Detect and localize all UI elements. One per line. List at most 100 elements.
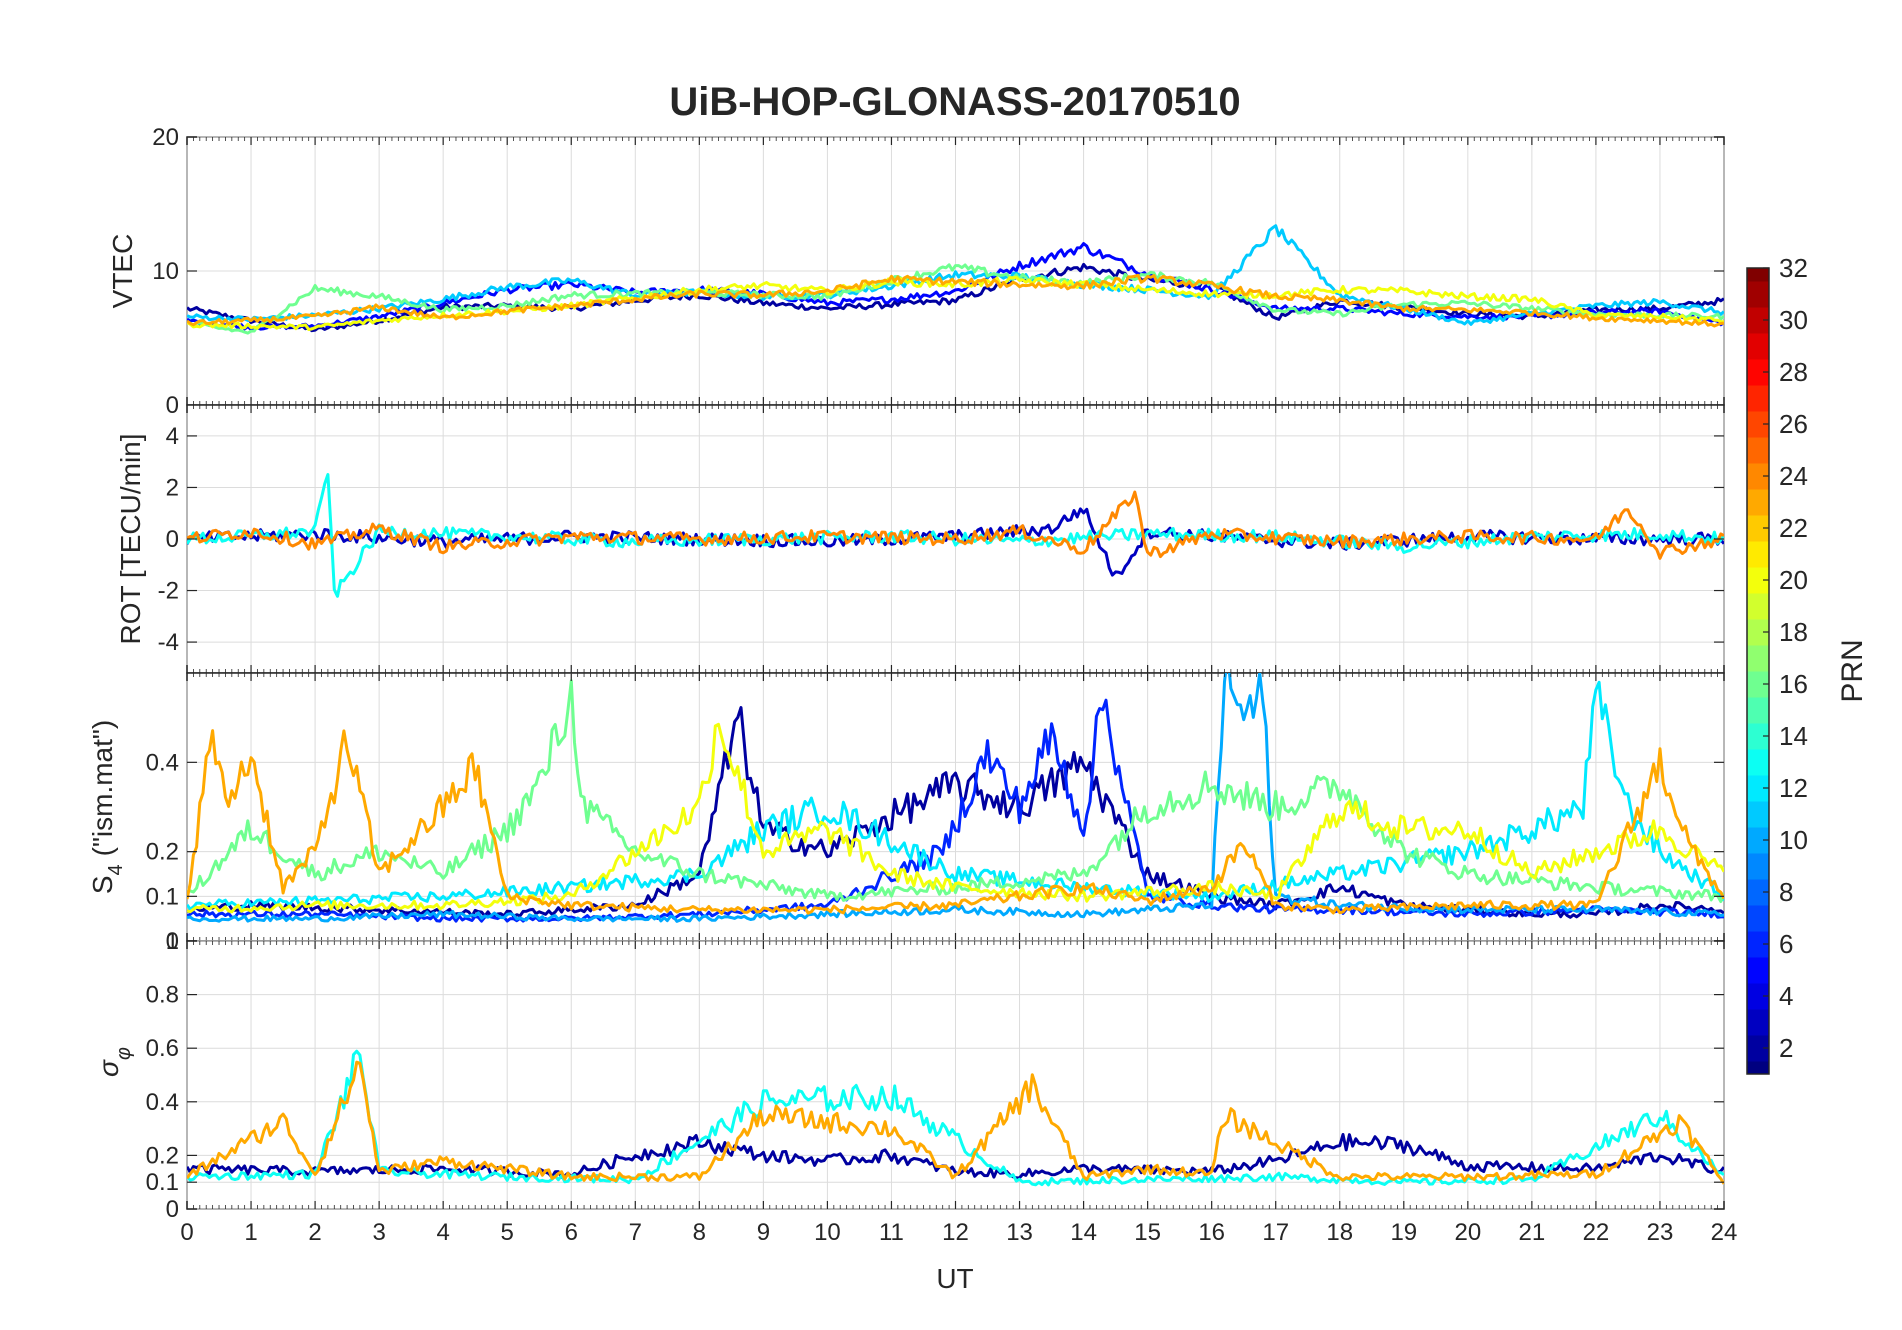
- ytick-label: 4: [166, 423, 179, 450]
- colorbar-tick-label: 20: [1779, 565, 1808, 595]
- colorbar-tick-label: 8: [1779, 877, 1793, 907]
- xtick-label: 2: [308, 1219, 321, 1246]
- ytick-label: -4: [158, 629, 179, 656]
- series-line-prn-11: [187, 224, 1724, 326]
- ytick-label: -2: [158, 578, 179, 605]
- xtick-label: 9: [757, 1219, 770, 1246]
- xtick-label: 3: [372, 1219, 385, 1246]
- xtick-label: 15: [1134, 1219, 1161, 1246]
- ytick-label: 10: [152, 258, 179, 285]
- colorbar-band: [1747, 671, 1769, 698]
- series-line-prn-23: [187, 729, 1724, 915]
- colorbar-tick-label: 10: [1779, 825, 1808, 855]
- ytick-label: 0.1: [146, 1169, 179, 1196]
- xtick-labels: 0 1 2 3 4 5 6 7 8 9 10 11 12 13 14 15 16 17 18 19 20 21 22 23 24: [180, 1219, 1737, 1246]
- series-line-prn-20: [187, 722, 1724, 914]
- xtick-label: 24: [1711, 1219, 1738, 1246]
- colorbar-tick-label: 4: [1779, 981, 1793, 1011]
- colorbar-tick-label: 14: [1779, 721, 1808, 751]
- colorbar-band: [1747, 749, 1769, 776]
- xtick-label: 16: [1198, 1219, 1225, 1246]
- colorbar-tick-label: 16: [1779, 669, 1808, 699]
- colorbar-bands: [1747, 268, 1769, 1075]
- ytick-label: 2: [166, 474, 179, 501]
- series-rot: [187, 473, 1724, 598]
- series-line-prn-12: [187, 680, 1724, 911]
- ylabel-s4: S4 ("ism.mat"): [87, 720, 127, 894]
- colorbar-band: [1747, 905, 1769, 932]
- ytick-label: 0: [166, 392, 179, 419]
- colorbar-band: [1747, 645, 1769, 672]
- colorbar-band: [1747, 359, 1769, 386]
- series-line-prn-13: [187, 473, 1724, 598]
- xtick-label: 17: [1262, 1219, 1289, 1246]
- ytick-label: 0: [166, 928, 179, 955]
- colorbar-band: [1747, 775, 1769, 802]
- ytick-label: 0.4: [146, 749, 179, 776]
- colorbar-tick-label: 24: [1779, 461, 1808, 491]
- colorbar-band: [1747, 723, 1769, 750]
- series-vtec: [187, 224, 1724, 335]
- colorbar-band: [1747, 957, 1769, 984]
- ylabel-rot: ROT [TECU/min]: [115, 433, 146, 644]
- series-line-prn-24: [187, 490, 1724, 560]
- colorbar-band: [1747, 593, 1769, 620]
- xtick-label: 12: [942, 1219, 969, 1246]
- colorbar-band: [1747, 411, 1769, 438]
- colorbar-band: [1747, 827, 1769, 854]
- series-s4: [187, 673, 1724, 923]
- colorbar-band: [1747, 489, 1769, 516]
- ytick-label: 0.4: [146, 1089, 179, 1116]
- panel-rot: -4 -2 0 2 4 ROT [TECU/min]: [115, 404, 1725, 674]
- xtick-label: 6: [565, 1219, 578, 1246]
- colorbar-label: PRN: [1836, 639, 1869, 702]
- panel-vtec: 0 10 20 VTEC: [107, 124, 1725, 419]
- xtick-label: 10: [814, 1219, 841, 1246]
- yticks-s4: 0 0.1 0.2 0.4: [146, 749, 1724, 955]
- colorbar-tick-label: 30: [1779, 305, 1808, 335]
- colorbar-tick-label: 32: [1779, 253, 1808, 283]
- xticks-sigma_phi: [186, 941, 1725, 1209]
- yticks-sigma_phi: 00.10.20.40.60.81: [146, 928, 1724, 1223]
- xtick-label: 14: [1070, 1219, 1097, 1246]
- ytick-label: 1: [166, 928, 179, 955]
- colorbar-band: [1747, 281, 1769, 308]
- series-line-prn-23: [187, 1060, 1724, 1185]
- colorbar-band: [1747, 307, 1769, 334]
- colorbar-frame: [1746, 267, 1770, 1075]
- colorbar-band: [1747, 515, 1769, 542]
- colorbar-band: [1747, 697, 1769, 724]
- colorbar-band: [1747, 437, 1769, 464]
- ylabel-s4-main: S: [87, 875, 118, 894]
- ytick-label: 0.2: [146, 839, 179, 866]
- colorbar-band: [1747, 619, 1769, 646]
- series-line-prn-3: [187, 507, 1724, 577]
- ytick-label: 20: [152, 124, 179, 151]
- colorbar-tick-label: 12: [1779, 773, 1808, 803]
- colorbar-band: [1747, 385, 1769, 412]
- xtick-label: 0: [180, 1219, 193, 1246]
- xtick-label: 23: [1647, 1219, 1674, 1246]
- xtick-label: 22: [1583, 1219, 1610, 1246]
- panel-sigma-phi: 00.10.20.40.60.81 σφ: [93, 928, 1725, 1223]
- xtick-label: 19: [1390, 1219, 1417, 1246]
- ylabel-s4-rest: ("ism.mat"): [87, 720, 118, 857]
- colorbar-band: [1747, 879, 1769, 906]
- ylabel-sigma-phi: σφ: [93, 1047, 135, 1077]
- ylabel-sigma-sub: φ: [113, 1047, 135, 1060]
- xtick-label: 20: [1454, 1219, 1481, 1246]
- series-sigma_phi: [187, 1049, 1724, 1187]
- colorbar-tick-label: 22: [1779, 513, 1808, 543]
- ylabel-s4-sub: 4: [105, 864, 127, 875]
- colorbar-band: [1747, 801, 1769, 828]
- xtick-label: 7: [629, 1219, 642, 1246]
- colorbar-band: [1747, 268, 1769, 282]
- xtick-label: 5: [501, 1219, 514, 1246]
- yticks-rot: -4 -2 0 2 4: [158, 423, 1724, 656]
- ytick-label: 0: [166, 1196, 179, 1223]
- ylabel-vtec: VTEC: [107, 234, 138, 309]
- colorbar-band: [1747, 1009, 1769, 1036]
